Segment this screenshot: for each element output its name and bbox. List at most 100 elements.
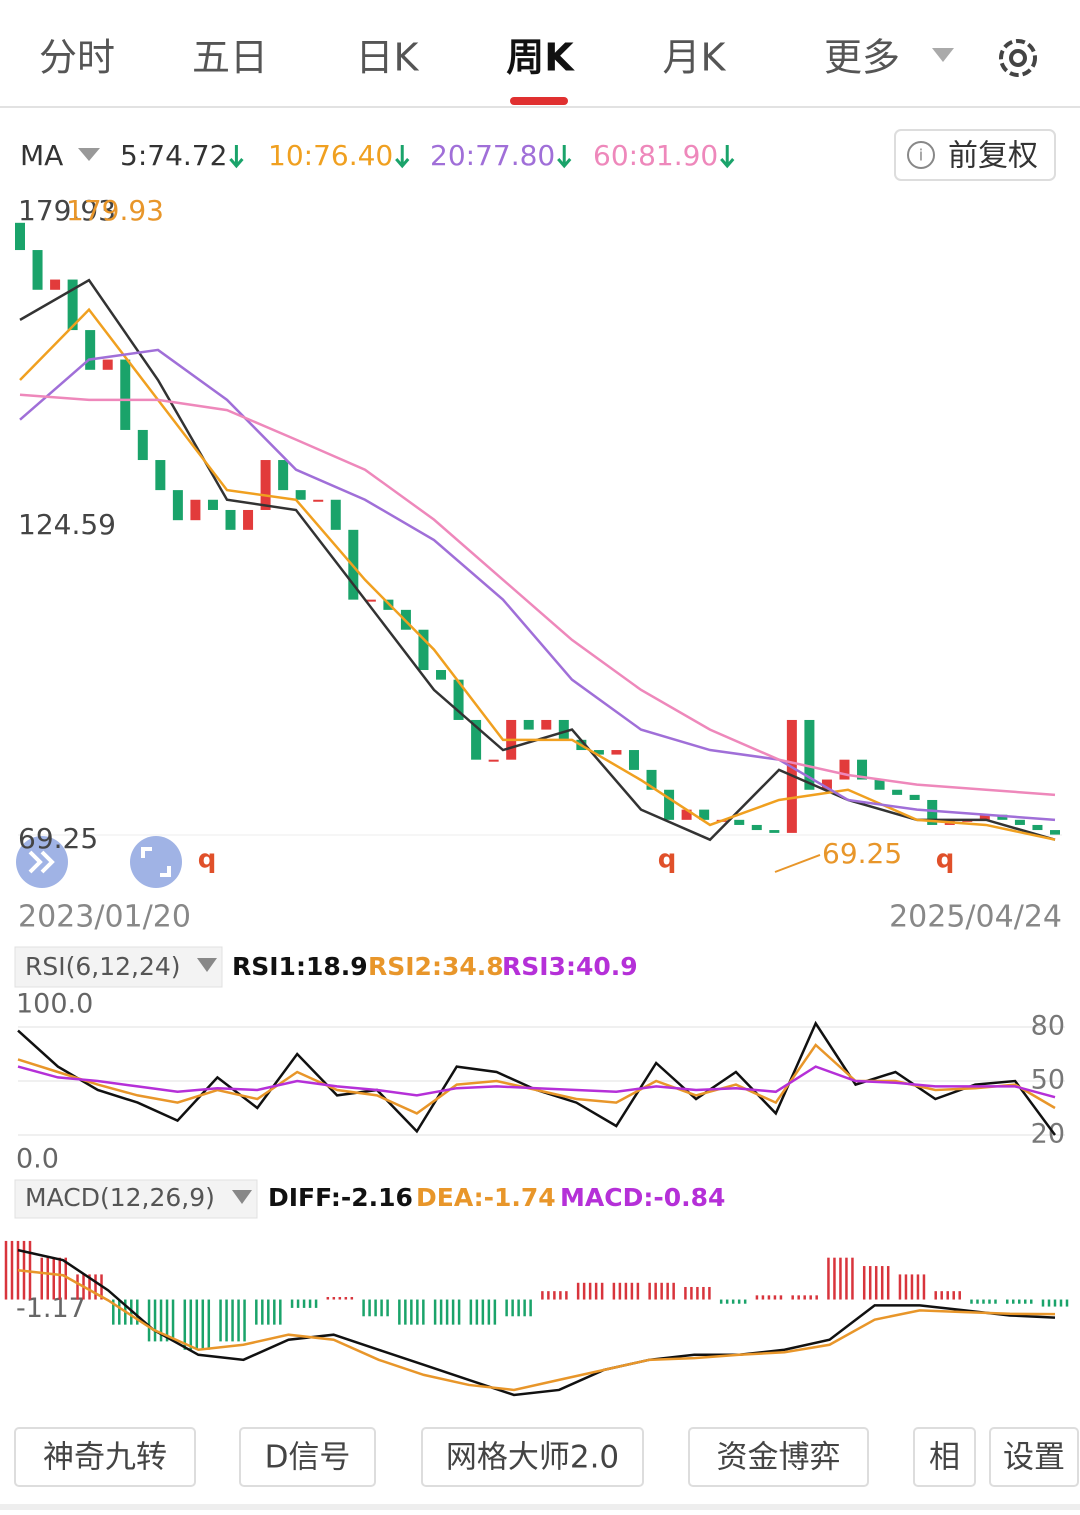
candle [225,509,236,530]
candle [471,719,482,760]
candle [874,779,885,790]
settings-icon[interactable] [999,39,1037,77]
candle [979,814,990,820]
rsi-left-tick: 100.0 [16,989,93,1020]
candle [260,460,271,510]
candle [997,814,1008,820]
candle [1014,819,1025,825]
macd-tick: -1.17 [16,1293,86,1324]
candle [155,460,166,491]
adjust-button-label[interactable]: 前复权 [948,139,1038,174]
rsi-legend-item: RSI1:18.9 [232,952,368,981]
rsi-right-tick: 20 [1031,1119,1065,1150]
candle [418,629,429,671]
ma-legend-item: 5:74.72 [120,139,227,172]
tool-button[interactable] [14,1427,196,1487]
signal-marker: q [658,845,677,875]
candle [769,830,780,833]
tool-button-label[interactable]: 网格大师2.0 [446,1440,619,1476]
candle [927,799,938,825]
ma-label[interactable]: MA [20,139,63,172]
candle [172,490,183,521]
rsi-legend-item: RSI3:40.9 [502,952,638,981]
tab[interactable]: 更多 [824,36,900,80]
ma-line [19,393,1056,797]
start-date: 2023/01/20 [18,900,191,935]
macd-legend-item: DEA:-1.74 [416,1183,556,1212]
end-date: 2025/04/24 [889,900,1062,935]
ma-legend-item: 60:81.90 [593,139,718,172]
macd-dropdown[interactable] [232,1190,252,1204]
tab[interactable]: 周K [506,36,575,80]
down-arrow [229,145,244,169]
price-tick-label: 179.93 [18,194,116,227]
tab[interactable]: 日K [356,36,420,80]
more-dropdown[interactable] [932,48,954,62]
rsi-legend-box[interactable] [14,946,223,988]
candle [541,719,552,730]
tool-button-label[interactable]: 资金博弈 [717,1440,841,1476]
candle [751,824,762,831]
macd-legend-box[interactable] [14,1179,258,1219]
candle [857,759,868,780]
rsi-legend[interactable]: RSI(6,12,24) [25,952,181,981]
candle [102,359,113,370]
ma-dropdown[interactable] [78,148,100,161]
candle [558,719,569,740]
ma-line [19,348,1056,822]
price-tick-label: 124.59 [18,508,116,541]
candle [313,499,324,502]
adjust-button[interactable] [894,129,1056,181]
tab[interactable]: 月K [663,36,727,80]
max-price-label: 179.93 [66,194,164,227]
candle [120,359,131,430]
rsi-dropdown[interactable] [197,958,217,972]
macd-legend[interactable]: MACD(12,26,9) [25,1183,215,1212]
tool-button-label[interactable]: 神奇九转 [43,1440,167,1476]
down-arrow [557,145,572,169]
candle [909,794,920,800]
candle [50,279,61,290]
rsi-legend-item: RSI2:34.8 [368,952,504,981]
candle [243,509,254,530]
candle [734,819,745,825]
candle [1050,830,1060,835]
tab[interactable]: 分时 [39,36,115,80]
candle [15,222,25,251]
tool-button[interactable] [989,1427,1079,1487]
signal-marker: q [198,845,217,875]
candle [1032,824,1043,831]
candle [681,809,692,820]
candle [436,670,447,680]
tool-button[interactable] [421,1427,644,1487]
candle [523,719,534,730]
tool-button-label[interactable]: 设置 [1003,1440,1065,1476]
rsi-right-tick: 50 [1031,1065,1065,1096]
candle [137,429,148,461]
rsi-right-tick: 80 [1031,1011,1065,1042]
candle [664,789,675,820]
candle [278,460,289,491]
candle [365,599,376,602]
min-price-pointer [774,854,821,873]
candle [804,719,815,790]
rsi-line [17,1065,1056,1099]
signal-marker: q [936,845,955,875]
tool-button-label[interactable]: 相 [929,1440,960,1476]
tool-button[interactable] [239,1427,376,1487]
ma-legend-item: 20:77.80 [430,139,555,172]
fullscreen-icon[interactable] [130,836,182,888]
tab[interactable]: 五日 [192,36,268,80]
tool-button-label[interactable]: D信号 [265,1440,351,1476]
candle [453,679,464,720]
candle [593,750,604,755]
candle [32,250,43,290]
tool-button[interactable] [913,1427,976,1487]
tool-button[interactable] [688,1427,869,1487]
expand-icon[interactable] [16,836,68,888]
macd-line [17,1268,1056,1392]
ma-legend-item: 10:76.40 [268,139,393,172]
macd-line [17,1248,1056,1397]
candle [330,499,341,530]
candle [892,789,903,795]
